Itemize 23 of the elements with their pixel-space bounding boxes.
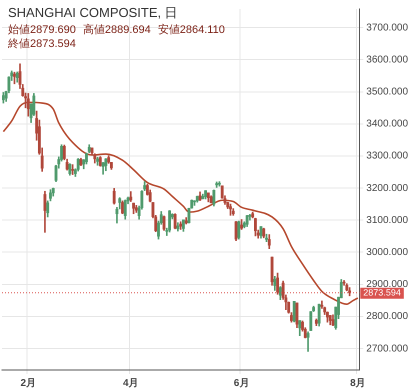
x-tick-label: 6月: [234, 378, 250, 389]
annotation: 高値2889.694: [82, 24, 151, 36]
candlestick: [306, 331, 310, 352]
y-tick-label: 3700.000: [366, 22, 408, 34]
y-tick-label: 3000.000: [366, 246, 408, 258]
annotation: 始値2879.690: [8, 24, 76, 36]
y-tick-label: 3500.000: [366, 86, 408, 98]
y-tick-label: 3100.000: [366, 214, 408, 226]
y-tick-label: 3400.000: [366, 118, 408, 130]
y-tick-label: 2800.000: [366, 311, 408, 322]
y-tick-label: 3200.000: [366, 182, 408, 194]
y-tick-label: 2700.000: [366, 343, 408, 354]
candlestick: [229, 204, 232, 216]
ref-line-label: 2873.594: [363, 287, 401, 298]
x-tick-label: 4月: [123, 378, 139, 389]
x-tick-label: 8月: [350, 378, 366, 389]
annotation: 終値2873.594: [8, 38, 76, 50]
candlestick: [13, 72, 16, 84]
annotation: 安値2864.110: [158, 24, 225, 36]
y-tick-label: 3300.000: [366, 150, 408, 162]
chart-title: SHANGHAI COMPOSITE, 日: [8, 4, 179, 22]
y-tick-label: 3600.000: [366, 54, 408, 66]
x-tick-label: 2月: [20, 378, 36, 389]
